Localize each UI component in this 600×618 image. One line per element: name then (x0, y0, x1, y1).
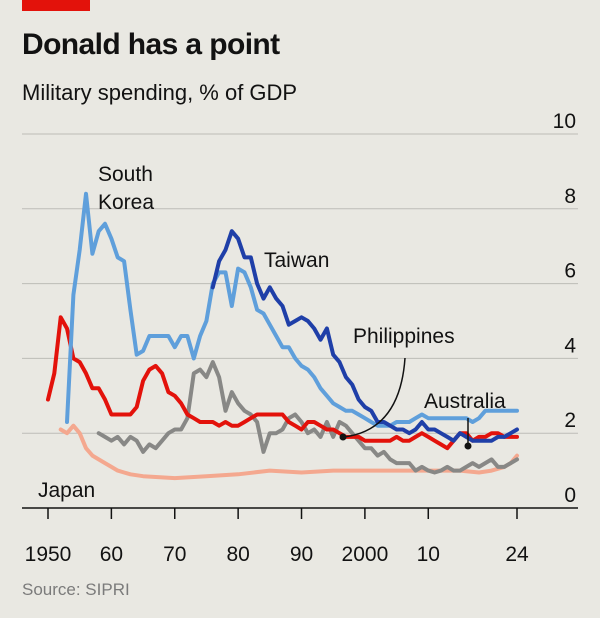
series-line-philippines (96, 360, 519, 475)
x-tick-label-1980: 80 (226, 543, 249, 566)
chart-subtitle: Military spending, % of GDP (22, 80, 298, 105)
label-taiwan: Taiwan (264, 249, 329, 272)
x-axis-ticks (47, 508, 518, 519)
y-tick-label-4: 4 (564, 334, 576, 357)
label-australia: Australia (424, 390, 506, 413)
series-line-taiwan (210, 229, 519, 443)
x-tick-label-2024: 24 (505, 543, 529, 566)
y-axis-tick-labels: 0 2 4 6 8 10 (553, 110, 577, 507)
x-tick-label-1950: 1950 (25, 543, 72, 566)
philippines-leader-line (343, 357, 406, 438)
series-lines (46, 191, 519, 481)
series-line-australia (46, 315, 519, 451)
chart-title: Donald has a point (22, 28, 280, 61)
source-note: Source: SIPRI (22, 580, 130, 599)
x-tick-label-1970: 70 (163, 543, 186, 566)
series-line-south-korea (65, 191, 519, 428)
x-tick-label-1960: 60 (100, 543, 123, 566)
philippines-leader-dot (339, 433, 347, 441)
y-tick-label-2: 2 (564, 409, 576, 432)
x-axis-tick-labels: 1950 60 70 80 90 2000 10 24 (25, 543, 529, 566)
y-tick-label-0: 0 (564, 484, 576, 507)
label-south-korea-line2: Korea (98, 191, 154, 214)
australia-leader-dot (464, 442, 472, 450)
series-line-japan (58, 423, 519, 481)
label-philippines: Philippines (353, 325, 455, 348)
label-japan: Japan (38, 479, 95, 502)
y-tick-label-10: 10 (553, 110, 576, 133)
series-labels: South Korea Taiwan Philippines Australia… (38, 163, 506, 502)
gridlines (22, 133, 578, 434)
brand-accent-bar (22, 0, 90, 11)
x-tick-label-1990: 90 (290, 543, 313, 566)
y-tick-label-8: 8 (564, 185, 576, 208)
y-tick-label-6: 6 (564, 260, 576, 283)
x-tick-label-2000: 2000 (342, 543, 389, 566)
x-tick-label-2010: 10 (417, 543, 440, 566)
label-south-korea-line1: South (98, 163, 153, 186)
annotation-leaders (339, 357, 472, 450)
